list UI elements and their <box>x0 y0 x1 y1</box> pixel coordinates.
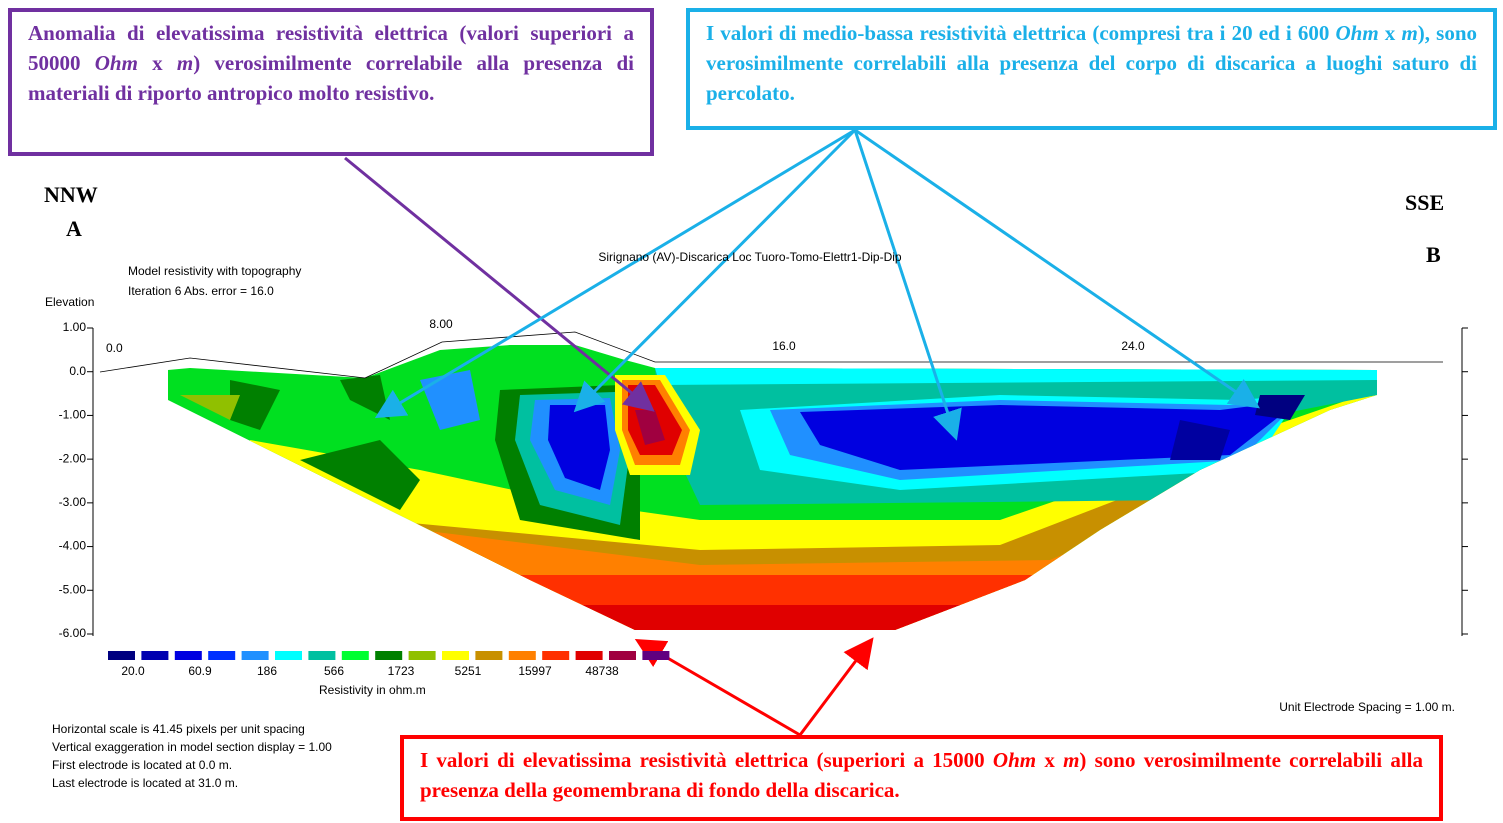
y-tick-label: 1.00 <box>63 320 87 334</box>
point-label: A <box>66 216 82 241</box>
colorbar-label: 1723 <box>388 664 415 678</box>
colorbar-label: 15997 <box>518 664 552 678</box>
colorbar-label: 60.9 <box>188 664 212 678</box>
colorbar-swatch <box>308 651 336 660</box>
annotation-text: x <box>1378 21 1402 45</box>
direction-label: NNW <box>44 182 98 207</box>
annotation-box: I valori di elevatissima resistività ele… <box>400 735 1443 821</box>
annotation-text: ) sono verosimilmente correlabili alla p… <box>420 748 1423 802</box>
annotation-text: x <box>137 51 177 75</box>
annotation-text: Ohm <box>1335 21 1379 45</box>
colorbar-label: 566 <box>324 664 344 678</box>
footer-note: Vertical exaggeration in model section d… <box>52 740 332 754</box>
annotation-text: I valori di elevatissima resistività ele… <box>420 748 993 772</box>
colorbar-swatch <box>174 651 202 660</box>
annotation-text: m <box>1401 21 1418 45</box>
y-tick-label: -5.00 <box>59 582 87 596</box>
resistivity-section <box>168 345 1377 630</box>
annotation-text: Ohm <box>94 51 138 75</box>
colorbar-swatch <box>642 651 670 660</box>
section-title: Sirignano (AV)-Discarica Loc Tuoro-Tomo-… <box>598 250 902 264</box>
annotation-text: ), sono verosimilmente correlabili alla … <box>706 21 1478 105</box>
footer-note: Last electrode is located at 31.0 m. <box>52 776 238 790</box>
annotation-text: m <box>176 51 194 75</box>
footer-note: First electrode is located at 0.0 m. <box>52 758 232 772</box>
y-tick-label: -3.00 <box>59 495 87 509</box>
section-subtitle: Model resistivity with topography <box>128 264 301 278</box>
colorbar-label: 20.0 <box>121 664 145 678</box>
y-tick-label: -6.00 <box>59 626 87 640</box>
x-tick-label: 0.0 <box>106 341 123 355</box>
annotation-text: Anomalia di elevatissima resistività ele… <box>28 21 634 75</box>
colorbar-title: Resistivity in ohm.m <box>319 683 426 697</box>
y-tick-label: -1.00 <box>59 408 87 422</box>
colorbar-swatch <box>208 651 236 660</box>
point-label: B <box>1426 242 1441 267</box>
x-tick-label: 16.0 <box>772 339 796 353</box>
section-subtitle: Iteration 6 Abs. error = 16.0 <box>128 284 274 298</box>
annotation-box: I valori di medio-bassa resistività elet… <box>686 8 1497 130</box>
y-axis-label: Elevation <box>45 295 94 309</box>
colorbar-swatch <box>508 651 536 660</box>
x-tick-label: 8.00 <box>429 317 453 331</box>
y-tick-label: -2.00 <box>59 451 87 465</box>
colorbar-swatch <box>108 651 135 660</box>
colorbar-swatch <box>442 651 469 660</box>
arrows <box>344 128 1260 737</box>
colorbar-swatch <box>609 651 636 660</box>
colorbar-swatch <box>408 651 436 660</box>
colorbar-swatch <box>141 651 169 660</box>
colorbar-swatch <box>241 651 269 660</box>
colorbar-swatch <box>475 651 503 660</box>
y-tick-label: -4.00 <box>59 539 87 553</box>
colorbar-swatch <box>341 651 369 660</box>
colorbar-swatch <box>542 651 570 660</box>
colorbar-label: 186 <box>257 664 277 678</box>
direction-label: SSE <box>1405 190 1445 215</box>
annotation-text: ) verosimilmente correlabile alla presen… <box>28 51 635 105</box>
annotation-text: Ohm <box>992 748 1037 772</box>
topography-line <box>99 331 1443 379</box>
colorbar-swatch <box>275 651 302 660</box>
colorbar-label: 48738 <box>585 664 619 678</box>
spacing-note: Unit Electrode Spacing = 1.00 m. <box>1279 700 1455 714</box>
colorbar-swatch <box>575 651 603 660</box>
annotation-text: I valori di medio-bassa resistività elet… <box>706 21 1336 45</box>
colorbar-swatch <box>375 651 403 660</box>
annotation-text: x <box>1036 748 1064 772</box>
annotation-text: m <box>1063 748 1080 772</box>
annotation-box: Anomalia di elevatissima resistività ele… <box>8 8 654 156</box>
colorbar-label: 5251 <box>455 664 482 678</box>
y-tick-label: 0.0 <box>69 364 86 378</box>
footer-note: Horizontal scale is 41.45 pixels per uni… <box>52 722 305 736</box>
x-tick-label: 24.0 <box>1121 339 1145 353</box>
